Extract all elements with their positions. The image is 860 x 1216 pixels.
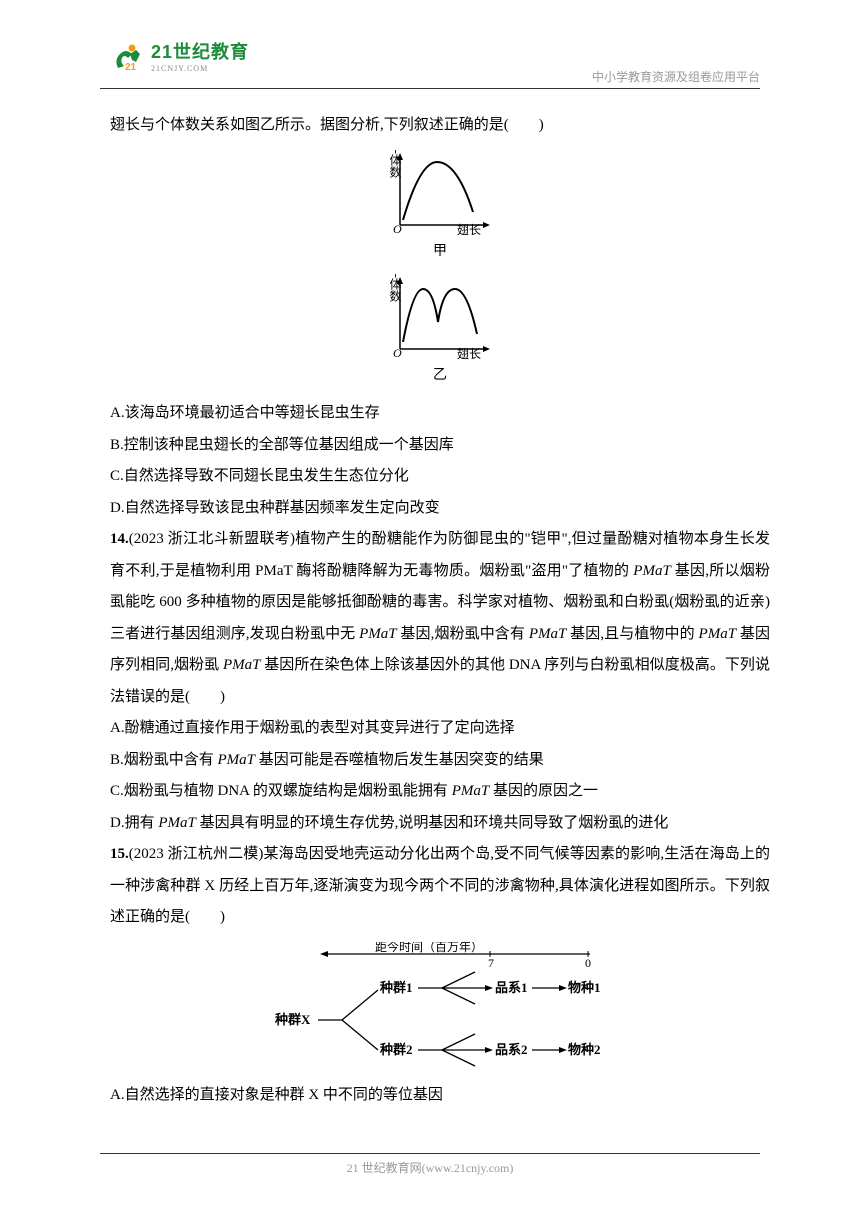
q14-d-pre: D.拥有 (110, 815, 158, 831)
q14-number: 14. (110, 531, 129, 547)
q14-c-pre: C.烟粉虱与植物 DNA 的双螺旋结构是烟粉虱能拥有 (110, 783, 452, 799)
q14-b-gene: PMaT (218, 752, 256, 768)
q14-gene-4: PMaT (699, 626, 737, 642)
node-root: 种群X (274, 1012, 311, 1027)
chart-yi-curve (403, 289, 477, 342)
node-pop1: 种群1 (379, 980, 413, 995)
node-species1: 物种1 (568, 980, 601, 995)
logo-main-text: 21世纪教育 (151, 38, 249, 64)
q15-source: (2023 浙江杭州二模) (129, 846, 264, 862)
svg-text:21: 21 (125, 62, 137, 72)
logo-icon: 21 (110, 40, 148, 72)
node-strain2: 品系2 (495, 1042, 528, 1057)
q14-option-a: A.酚糖通过直接作用于烟粉虱的表型对其变异进行了定向选择 (110, 713, 770, 745)
header-divider (100, 88, 760, 89)
chart-yi-xlabel: 翅长 (457, 346, 481, 359)
q15-option-a: A.自然选择的直接对象是种群 X 中不同的等位基因 (110, 1080, 770, 1112)
q14-option-b: B.烟粉虱中含有 PMaT 基因可能是吞噬植物后发生基因突变的结果 (110, 745, 770, 777)
node-species2: 物种2 (568, 1042, 601, 1057)
figure-jia: 个体数 O 翅长 甲 (110, 150, 770, 266)
q14-d-post: 基因具有明显的环境生存优势,说明基因和环境共同导致了烟粉虱的进化 (196, 815, 669, 831)
q14-gene-5: PMaT (223, 657, 261, 673)
chart-jia-curve (403, 162, 473, 220)
q14-d-gene: PMaT (158, 815, 196, 831)
q14-text-4: 基因,且与植物中的 (566, 626, 698, 642)
node-strain1: 品系1 (495, 980, 528, 995)
figure-jia-label: 甲 (110, 237, 770, 266)
q14-b-post: 基因可能是吞噬植物后发生基因突变的结果 (255, 752, 544, 768)
footer-text: 21 世纪教育网(www.21cnjy.com) (0, 1159, 860, 1176)
header-platform-text: 中小学教育资源及组卷应用平台 (592, 68, 760, 85)
q14-option-c: C.烟粉虱与植物 DNA 的双螺旋结构是烟粉虱能拥有 PMaT 基因的原因之一 (110, 776, 770, 808)
q15-number: 15. (110, 846, 129, 862)
header-logo: 21 21世纪教育 21CNJY.COM (110, 38, 249, 73)
q14-c-post: 基因的原因之一 (489, 783, 598, 799)
document-body: 翅长与个体数关系如图乙所示。据图分析,下列叙述正确的是( ) 个体数 O 翅长 … (110, 110, 770, 1111)
q13-option-a: A.该海岛环境最初适合中等翅长昆虫生存 (110, 398, 770, 430)
time-tick-7: 7 (488, 956, 494, 970)
logo-sub-text: 21CNJY.COM (151, 64, 249, 73)
lead-line: 翅长与个体数关系如图乙所示。据图分析,下列叙述正确的是( ) (110, 110, 770, 142)
q14-gene-2: PMaT (359, 626, 397, 642)
figure-yi-label: 乙 (110, 361, 770, 390)
figure-evolution: 距今时间（百万年） 7 0 种群X 种群1 品系1 物种1 种群2 (110, 942, 770, 1072)
q14-c-gene: PMaT (452, 783, 490, 799)
footer-divider (100, 1153, 760, 1154)
figure-yi: 个体数 O 翅长 乙 (110, 274, 770, 390)
q14-stem: 14.(2023 浙江北斗新盟联考)植物产生的酚糖能作为防御昆虫的"铠甲",但过… (110, 524, 770, 713)
time-tick-0: 0 (585, 956, 591, 970)
q13-option-d: D.自然选择导致该昆虫种群基因频率发生定向改变 (110, 493, 770, 525)
q14-b-pre: B.烟粉虱中含有 (110, 752, 218, 768)
chart-yi-origin: O (393, 346, 402, 359)
q13-option-b: B.控制该种昆虫翅长的全部等位基因组成一个基因库 (110, 430, 770, 462)
chart-jia-origin: O (393, 222, 402, 235)
q13-option-c: C.自然选择导致不同翅长昆虫发生生态位分化 (110, 461, 770, 493)
q14-gene-3: PMaT (529, 626, 567, 642)
node-pop2: 种群2 (379, 1042, 413, 1057)
q14-option-d: D.拥有 PMaT 基因具有明显的环境生存优势,说明基因和环境共同导致了烟粉虱的… (110, 808, 770, 840)
q15-stem: 15.(2023 浙江杭州二模)某海岛因受地壳运动分化出两个岛,受不同气候等因素… (110, 839, 770, 934)
q14-gene-1: PMaT (633, 563, 671, 579)
time-axis-label: 距今时间（百万年） (375, 942, 483, 954)
chart-jia-xlabel: 翅长 (457, 222, 481, 235)
q14-text-3: 基因,烟粉虱中含有 (397, 626, 529, 642)
q14-source: (2023 浙江北斗新盟联考) (129, 531, 295, 547)
